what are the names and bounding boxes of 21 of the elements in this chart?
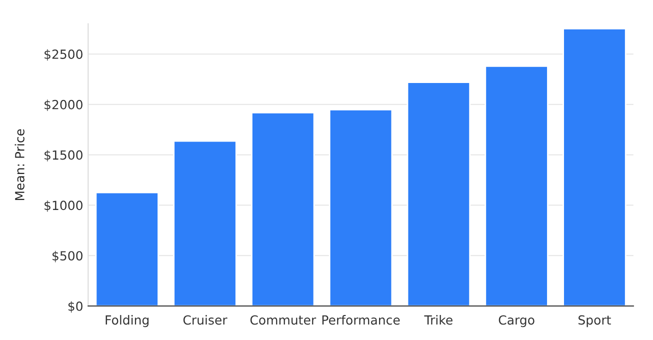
x-tick-label: Commuter (250, 315, 316, 325)
bar (328, 108, 393, 306)
x-tick-label: Trike (424, 315, 452, 325)
x-tick-label: Folding (106, 315, 149, 328)
x-tick-label: Sport (578, 315, 611, 328)
bar (251, 112, 315, 306)
y-tick-label: $2500 (44, 49, 82, 61)
x-tick-label: Cargo (498, 315, 534, 328)
y-tick-label: $0 (68, 301, 82, 313)
y-tick-label: $1000 (44, 200, 82, 212)
bar (95, 192, 159, 306)
bar (562, 28, 626, 306)
bar (406, 82, 471, 306)
bar (484, 65, 548, 306)
x-tick-label: Performance (322, 315, 400, 325)
y-tick-label: $2000 (44, 100, 82, 112)
x-tick-label: Cruiser (183, 315, 228, 325)
y-tick-label: $1500 (44, 150, 82, 162)
y-tick-label: $500 (52, 250, 82, 262)
y-axis-title: Mean: Price (14, 129, 24, 200)
bar (173, 140, 237, 306)
